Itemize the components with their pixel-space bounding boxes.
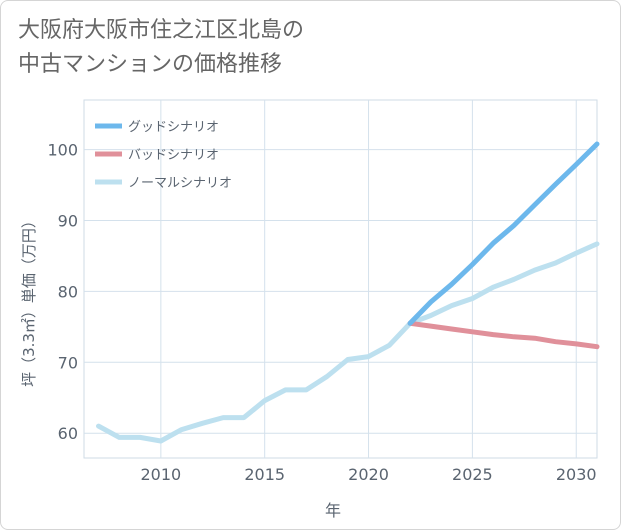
x-tick-label: 2030 xyxy=(556,465,597,484)
y-tick-label: 80 xyxy=(58,282,78,301)
series-line-1 xyxy=(407,141,600,326)
series-lines xyxy=(96,141,600,444)
y-axis-label: 坪（3.3㎡）単価（万円） xyxy=(20,213,38,387)
y-tick-label: 100 xyxy=(47,141,78,160)
x-tick-label: 2020 xyxy=(348,465,389,484)
y-tick-label: 90 xyxy=(58,212,78,231)
legend-label: グッドシナリオ xyxy=(128,120,219,135)
x-tick-labels: 2010 2015 2020 2025 2030 xyxy=(140,465,596,484)
x-tick-label: 2025 xyxy=(452,465,493,484)
plot-area xyxy=(83,99,598,459)
legend-label: バッドシナリオ xyxy=(128,148,219,163)
series-line-3 xyxy=(96,241,600,444)
legend-label: ノーマルシナリオ xyxy=(128,176,232,191)
chart-title: 大阪府大阪市住之江区北島の 中古マンションの価格推移 xyxy=(18,18,305,77)
x-tick-label: 2010 xyxy=(140,465,181,484)
y-tick-label: 70 xyxy=(58,353,78,372)
y-tick-labels: 60 70 80 90 100 xyxy=(47,141,78,444)
series-line-2 xyxy=(407,320,600,350)
x-tick-label: 2015 xyxy=(244,465,285,484)
y-tick-label: 60 xyxy=(58,424,78,443)
x-axis-label: 年 xyxy=(325,501,341,520)
